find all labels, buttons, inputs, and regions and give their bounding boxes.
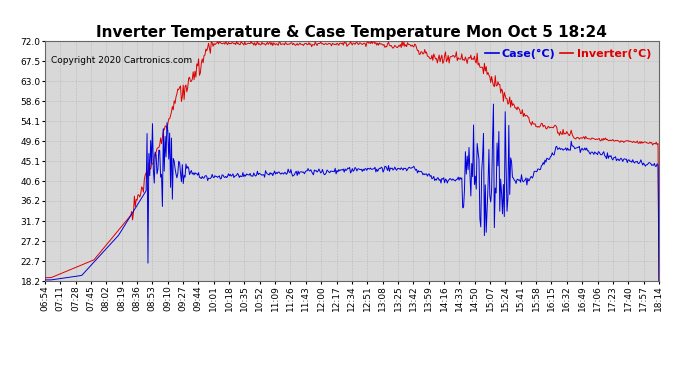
Text: Copyright 2020 Cartronics.com: Copyright 2020 Cartronics.com (51, 56, 192, 64)
Legend: Case(°C), Inverter(°C): Case(°C), Inverter(°C) (483, 47, 653, 62)
Title: Inverter Temperature & Case Temperature Mon Oct 5 18:24: Inverter Temperature & Case Temperature … (97, 25, 607, 40)
